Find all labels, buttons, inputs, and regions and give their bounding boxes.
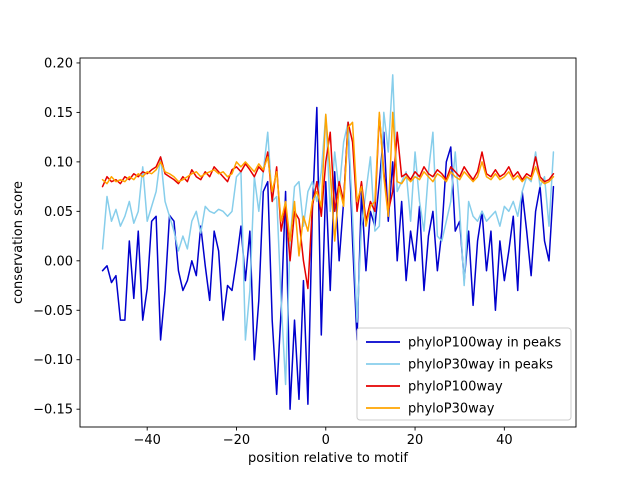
x-tick-label: −40 <box>133 433 160 448</box>
legend: phyloP100way in peaks phyloP30way in peak… <box>356 327 572 421</box>
y-tick-label: 0.10 <box>44 155 73 170</box>
y-tick-label: −0.05 <box>33 304 73 319</box>
legend-label: phyloP30way <box>408 402 495 417</box>
legend-label: phyloP100way <box>408 380 503 395</box>
legend-label: phyloP30way in peaks <box>408 358 553 373</box>
legend-label: phyloP100way in peaks <box>408 336 562 351</box>
series-line-1 <box>101 74 555 386</box>
x-tick-label: 40 <box>496 433 513 448</box>
axes-frame <box>79 57 577 428</box>
legend-box <box>356 327 572 421</box>
series-line-3 <box>101 111 555 257</box>
y-tick-label: 0.05 <box>44 205 73 220</box>
x-axis-label: position relative to motif <box>248 451 408 466</box>
x-tick-label: 20 <box>407 433 424 448</box>
x-tick-label: −20 <box>223 433 250 448</box>
y-axis-label: conservation score <box>11 181 26 304</box>
plot-area <box>101 74 555 410</box>
y-tick-label: 0.00 <box>44 254 73 269</box>
y-tick-label: 0.20 <box>44 56 73 71</box>
y-tick-label: 0.15 <box>44 106 73 121</box>
y-tick-label: −0.10 <box>33 353 73 368</box>
x-tick-label: 0 <box>322 433 330 448</box>
series-line-0 <box>101 106 555 410</box>
y-tick-label: −0.15 <box>33 403 73 418</box>
